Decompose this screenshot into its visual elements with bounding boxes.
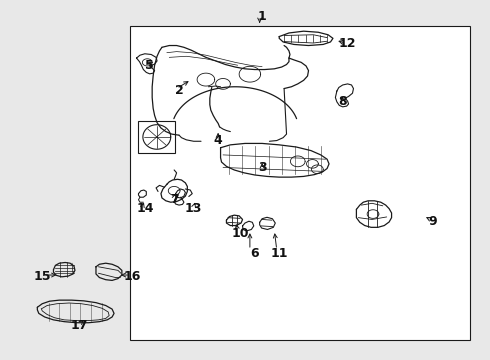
Text: 15: 15 (33, 270, 51, 283)
Text: 1: 1 (258, 10, 267, 23)
FancyBboxPatch shape (139, 121, 175, 153)
Text: 7: 7 (170, 193, 178, 206)
Bar (130, 26, 470, 339)
Text: 11: 11 (270, 247, 288, 260)
Text: 12: 12 (339, 37, 356, 50)
Text: 10: 10 (231, 227, 249, 240)
Text: 17: 17 (70, 319, 88, 332)
Text: 8: 8 (339, 95, 347, 108)
Text: 13: 13 (185, 202, 202, 215)
Text: 4: 4 (214, 134, 222, 147)
Text: 2: 2 (174, 84, 183, 97)
Text: 6: 6 (250, 247, 259, 260)
Text: 5: 5 (146, 59, 154, 72)
Text: 14: 14 (136, 202, 153, 215)
Text: 3: 3 (258, 161, 267, 174)
Text: 16: 16 (124, 270, 141, 283)
Text: 9: 9 (429, 215, 438, 228)
